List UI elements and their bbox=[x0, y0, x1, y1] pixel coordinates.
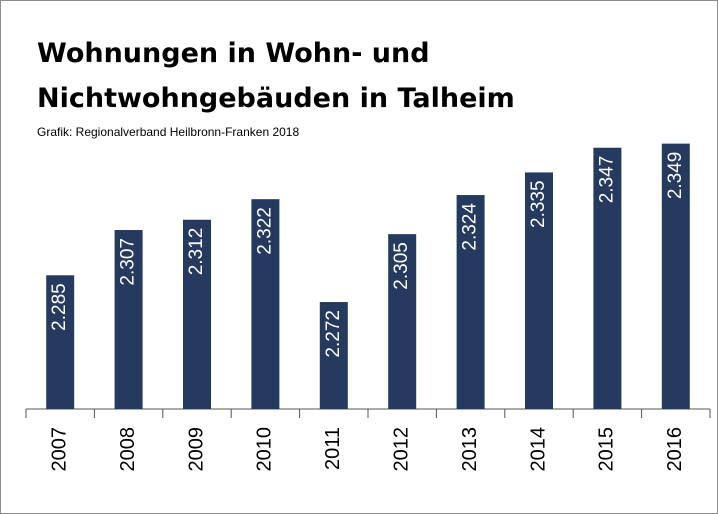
data-label: 2.324 bbox=[460, 203, 481, 251]
data-label: 2.285 bbox=[49, 283, 70, 331]
bar bbox=[388, 234, 417, 409]
x-tick-label: 2011 bbox=[322, 427, 344, 470]
data-label: 2.349 bbox=[665, 152, 686, 200]
bar bbox=[46, 275, 75, 409]
bar bbox=[251, 199, 280, 409]
data-label: 2.347 bbox=[596, 156, 617, 204]
x-tick-label: 2016 bbox=[664, 427, 686, 472]
data-label: 2.272 bbox=[323, 310, 344, 358]
bar bbox=[661, 143, 690, 409]
x-tick-label: 2015 bbox=[596, 427, 618, 472]
x-tick-label: 2009 bbox=[185, 427, 207, 472]
bar bbox=[114, 230, 143, 409]
bar bbox=[183, 219, 211, 409]
data-label: 2.312 bbox=[186, 228, 207, 276]
data-label: 2.305 bbox=[391, 242, 412, 290]
x-tick-label: 2014 bbox=[527, 427, 549, 472]
data-label: 2.322 bbox=[254, 207, 275, 255]
bar bbox=[593, 147, 622, 409]
x-tick-label: 2013 bbox=[459, 427, 481, 472]
data-label: 2.307 bbox=[118, 238, 139, 286]
chart-subtitle: Grafik: Regionalverband Heilbronn-Franke… bbox=[37, 125, 300, 139]
x-tick-label: 2007 bbox=[48, 427, 70, 472]
bar bbox=[456, 195, 485, 409]
data-label: 2.335 bbox=[528, 180, 549, 228]
x-tick-label: 2008 bbox=[117, 427, 139, 472]
chart-title: Wohnungen in Wohn- und Nichtwohngebäuden… bbox=[37, 38, 515, 114]
bar bbox=[525, 172, 553, 409]
x-tick-label: 2012 bbox=[390, 427, 412, 472]
bar bbox=[319, 302, 348, 409]
x-tick-label: 2010 bbox=[254, 427, 276, 472]
